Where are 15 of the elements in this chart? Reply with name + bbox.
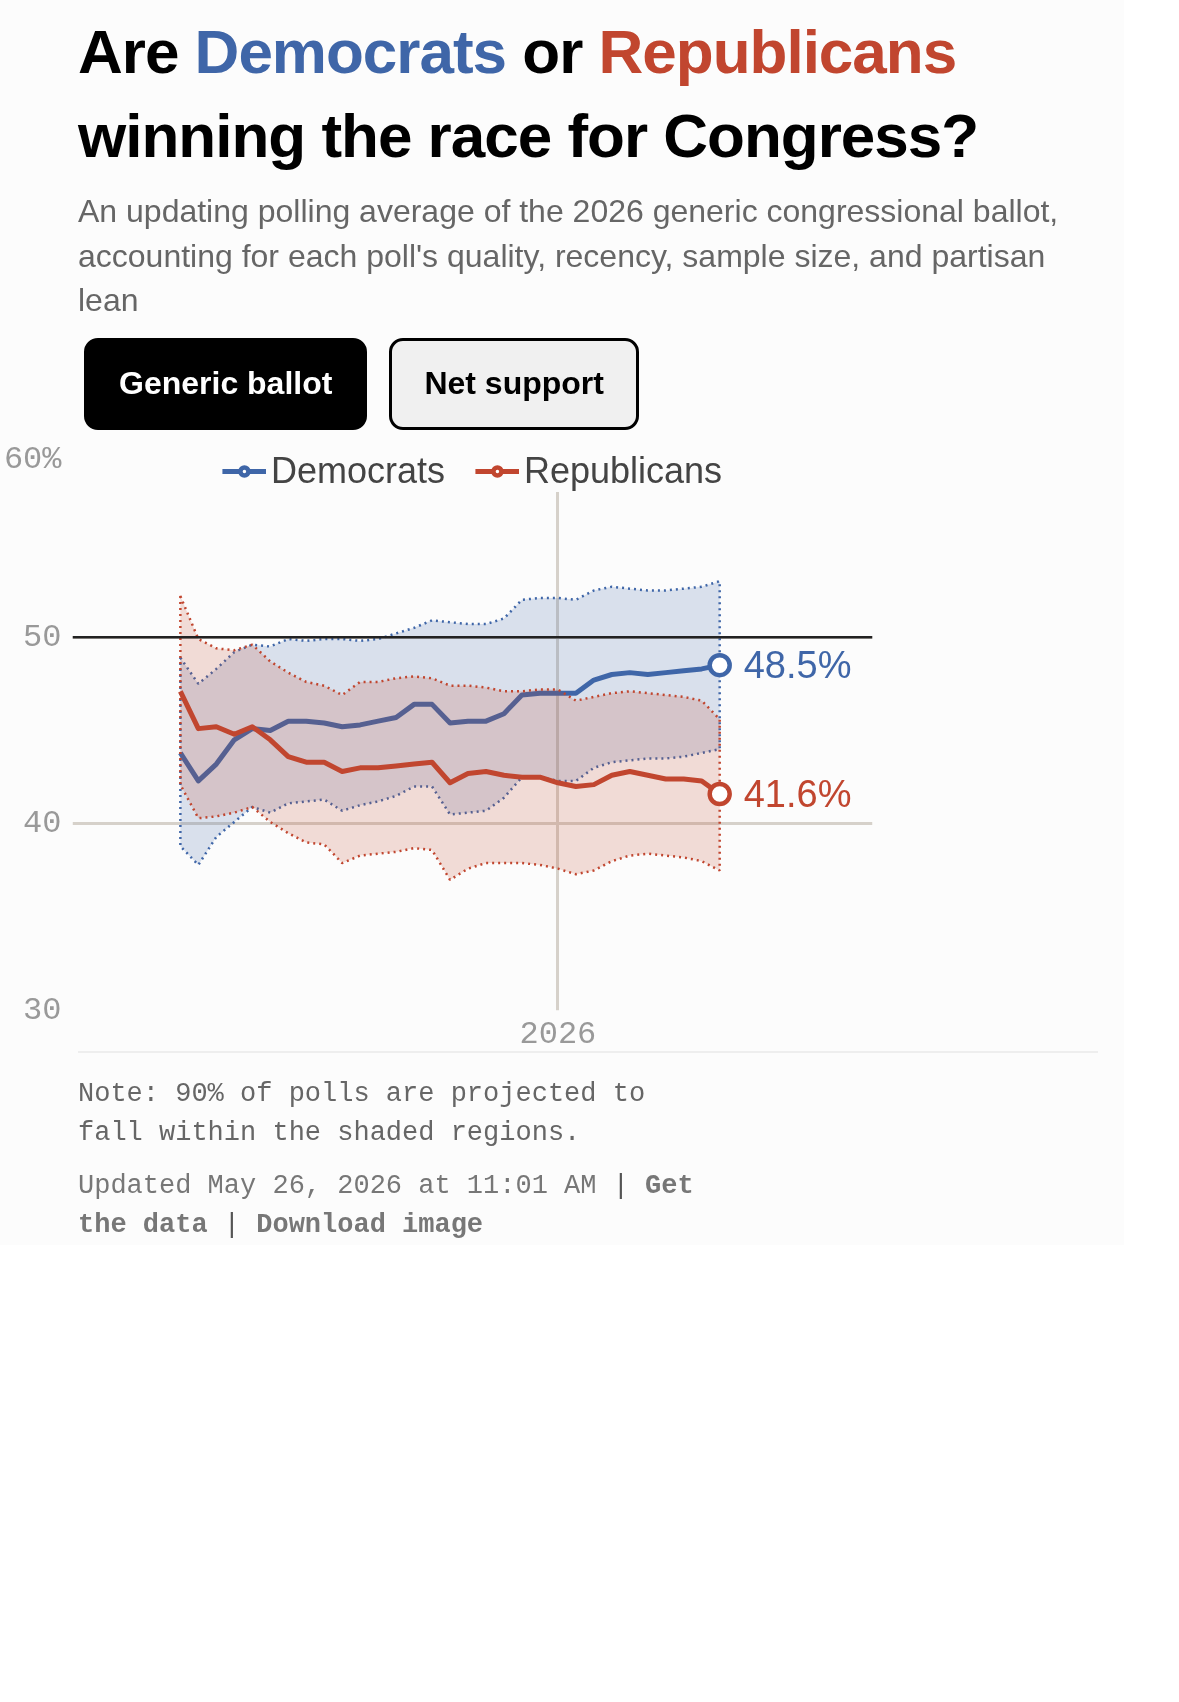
legend-label: Republicans — [523, 449, 723, 492]
text: Generic ballot — [84, 337, 368, 430]
text: Updated May 26, 2026 at 11:01 AM | Get the data | Download image — [78, 1170, 694, 1240]
y-tick-label: 50 — [23, 618, 62, 656]
legend-label: Democrats — [270, 449, 445, 492]
data-label: 48.5% — [743, 643, 852, 686]
x-tick-label: 2026 — [519, 1015, 597, 1053]
text: Note: 90% of polls are projected to fall within the shaded regions. — [78, 1077, 647, 1150]
chart-subtitle: An updating polling average of the 2026 generic congressional ballot, accounting for each poll's quality, recency, sample size, and partisan lean — [78, 192, 1060, 320]
text: Net support — [389, 337, 639, 430]
y-tick-label: 40 — [23, 804, 62, 842]
chart-title: Are Democrats or Republicans winning the race for Congress? — [78, 16, 980, 172]
y-tick-label: 60% — [3, 440, 63, 478]
data-label: 41.6% — [743, 772, 852, 815]
y-tick-label: 30 — [23, 991, 62, 1029]
